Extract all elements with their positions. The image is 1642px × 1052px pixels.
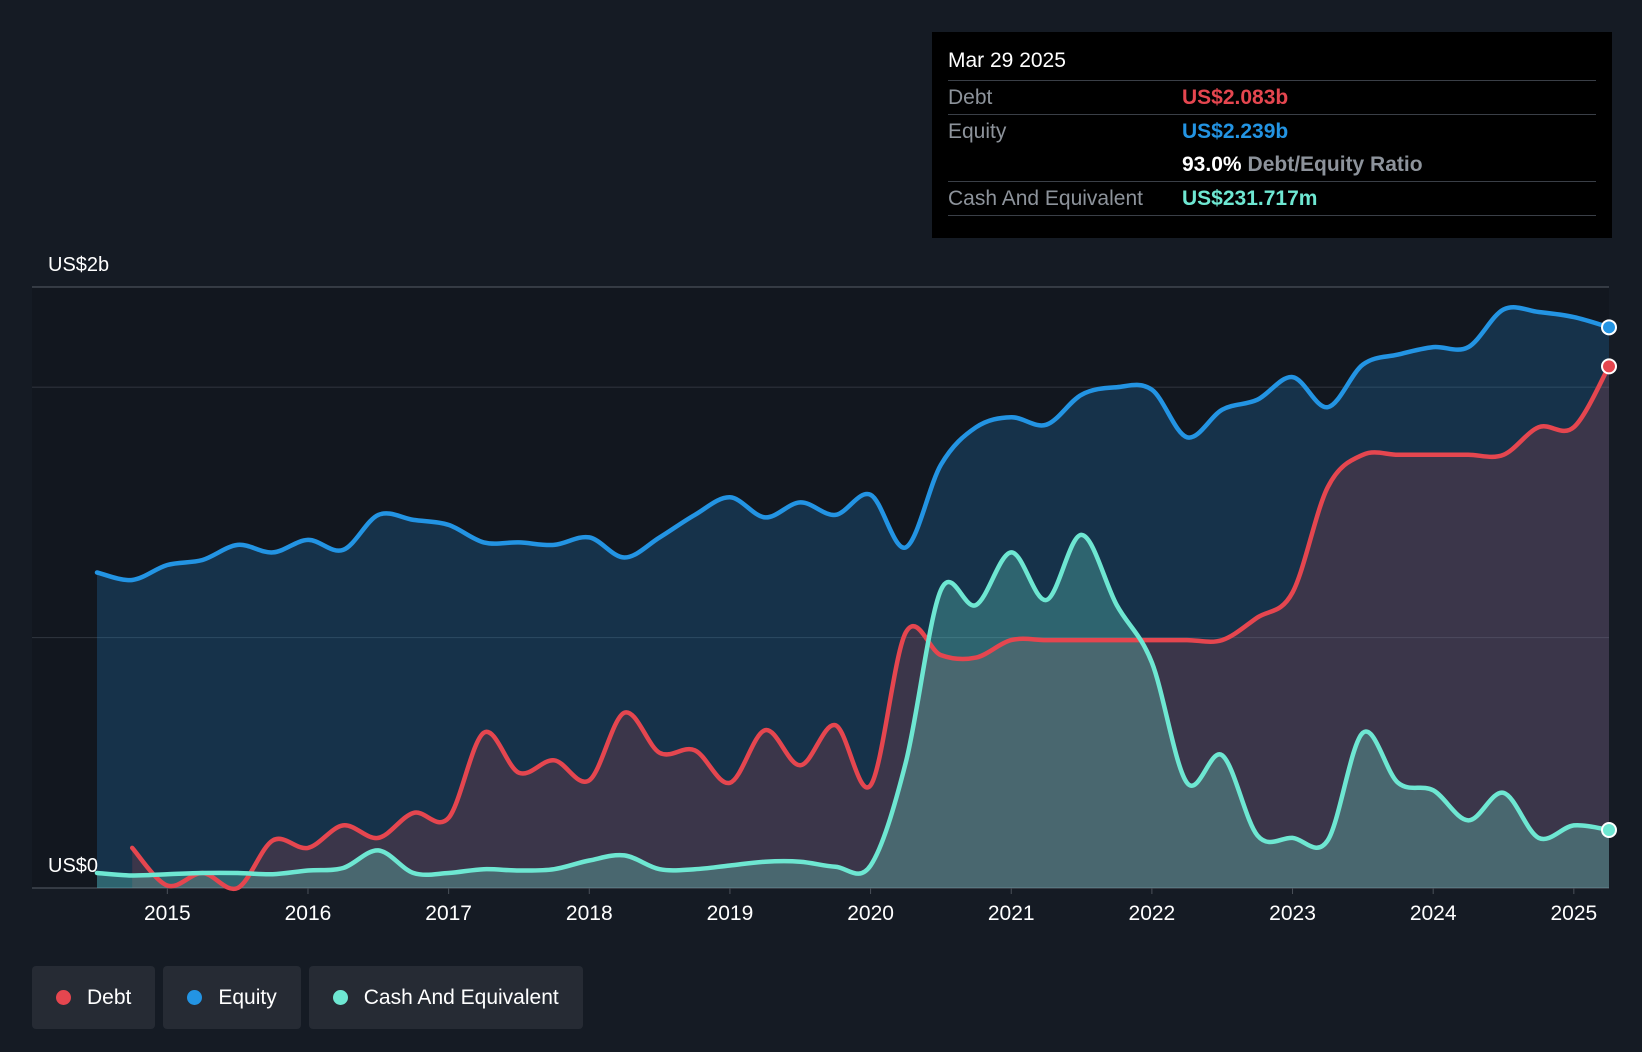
x-tick-label: 2016 xyxy=(285,902,332,925)
x-tick-label: 2018 xyxy=(566,902,613,925)
end-markers xyxy=(1601,319,1617,838)
x-tick-label: 2022 xyxy=(1129,902,1176,925)
debt-end-point[interactable] xyxy=(1601,358,1617,375)
debt-line xyxy=(129,364,1612,892)
legend-item-equity[interactable]: Equity xyxy=(163,966,301,1029)
x-tick-label: 2021 xyxy=(988,902,1035,925)
x-tick-label: 2015 xyxy=(144,902,191,925)
tooltip-equity-value: US$2.239b xyxy=(1182,119,1289,143)
tooltip-row-equity: Equity US$2.239b xyxy=(948,114,1596,148)
cash-and-equivalent-end-point[interactable] xyxy=(1601,821,1617,838)
x-tick-label: 2025 xyxy=(1550,902,1597,925)
cash-dot-icon xyxy=(332,990,348,1005)
legend-item-debt[interactable]: Debt xyxy=(32,966,156,1029)
tooltip-cash-label: Cash And Equivalent xyxy=(948,186,1143,210)
y-tick-label: US$0 xyxy=(48,855,98,877)
x-tick-label: 2017 xyxy=(425,902,472,925)
equity-dot-icon xyxy=(187,990,203,1005)
tooltip-row-debt: Debt US$2.083b xyxy=(948,80,1596,114)
x-tick-label: 2023 xyxy=(1269,902,1316,925)
equity-line xyxy=(94,305,1612,583)
series-lines xyxy=(94,305,1612,892)
equity-end-point[interactable] xyxy=(1601,319,1617,336)
tooltip-row-ratio: 93.0% Debt/Equity Ratio xyxy=(948,148,1596,181)
tooltip-equity-label: Equity xyxy=(948,119,1007,143)
tooltip-row-cash: Cash And Equivalent US$231.717m xyxy=(948,181,1596,216)
x-tick-label: 2020 xyxy=(847,902,894,925)
x-tick-label: 2024 xyxy=(1410,902,1457,925)
tooltip-date: Mar 29 2025 xyxy=(948,49,1066,72)
legend-label-debt: Debt xyxy=(87,985,132,1009)
tooltip-ratio-value: 93.0% xyxy=(1182,152,1242,176)
debt-area xyxy=(132,366,1610,889)
legend: Debt Equity Cash And Equivalent xyxy=(32,966,583,1029)
y-tick-label: US$2b xyxy=(48,254,109,276)
legend-label-cash: Cash And Equivalent xyxy=(363,985,559,1009)
tooltip-debt-label: Debt xyxy=(948,85,993,109)
tooltip-ratio-label: Debt/Equity Ratio xyxy=(1247,152,1423,176)
y-axis-ticks: US$2b US$0 xyxy=(48,254,109,877)
tooltip: Mar 29 2025 Debt US$2.083b Equity US$2.2… xyxy=(932,32,1612,238)
x-axis-ticks: 2015 2016 2017 2018 2019 2020 2021 2022 2023 2024… xyxy=(144,888,1597,925)
cash-and-equivalent-line xyxy=(94,532,1612,878)
tooltip-debt-value: US$2.083b xyxy=(1182,85,1289,109)
cash-and-equivalent-area xyxy=(97,534,1609,888)
legend-item-cash[interactable]: Cash And Equivalent xyxy=(308,966,583,1029)
x-tick-label: 2019 xyxy=(707,902,754,925)
debt-dot-icon xyxy=(56,990,71,1005)
tooltip-cash-value: US$231.717m xyxy=(1182,186,1318,210)
legend-label-equity: Equity xyxy=(218,985,277,1009)
